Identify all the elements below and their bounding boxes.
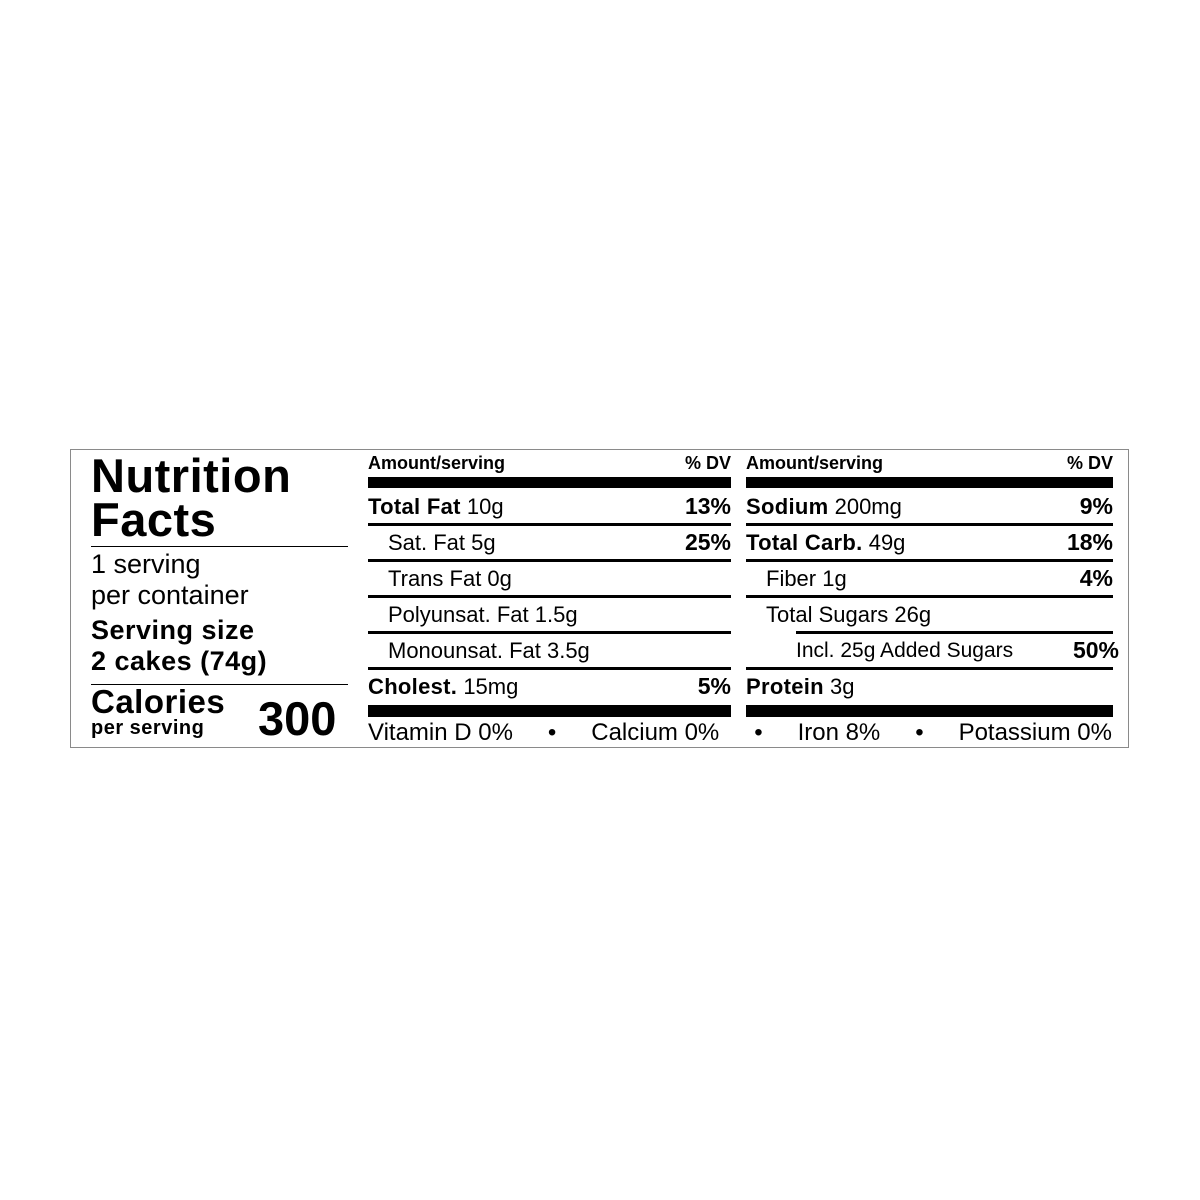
nutrient-row: Polyunsat. Fat 1.5g xyxy=(368,598,731,634)
bullet: • xyxy=(547,719,557,746)
amount-header: Amount/serving xyxy=(368,453,506,473)
calories-value: 300 xyxy=(258,692,337,745)
nutrient-amount: Sat. Fat 5g xyxy=(388,530,496,555)
nutrition-facts-label: Nutrition Facts 1 serving per container … xyxy=(70,449,1129,748)
nutrient-amount: Monounsat. Fat 3.5g xyxy=(388,638,590,663)
nutrient-name: Total Carb. xyxy=(746,530,863,555)
thick-bar xyxy=(746,477,1113,488)
nutrient-row: Trans Fat 0g xyxy=(368,562,731,598)
nutrient-row: Total Fat 10g 13% xyxy=(368,490,731,526)
calories-per-serving: per serving xyxy=(91,717,205,739)
nutrient-amount: Trans Fat 0g xyxy=(388,566,512,591)
column-header: Amount/serving % DV xyxy=(746,452,1113,474)
nutrient-name: Sodium xyxy=(746,494,829,519)
servings-line-1: 1 serving xyxy=(91,549,201,579)
nutrient-dv: 25% xyxy=(684,529,731,555)
thick-bar xyxy=(746,705,1113,717)
bullet: • xyxy=(915,719,924,746)
calories-label: Calories xyxy=(91,683,226,720)
vitamins-minerals-row: Vitamin D 0% • Calcium 0% • Iron 8% • Po… xyxy=(368,718,1112,748)
divider xyxy=(91,546,348,547)
thick-bar xyxy=(368,705,731,717)
nutrient-dv: 13% xyxy=(684,493,731,519)
nutrient-row: Cholest. 15mg 5% xyxy=(368,670,731,706)
nutrient-amount: Polyunsat. Fat 1.5g xyxy=(388,602,578,627)
nutrient-dv: 50% xyxy=(1072,637,1119,663)
nutrient-name: Total Fat xyxy=(368,494,461,519)
nutrient-name: Protein xyxy=(746,674,824,699)
nutrient-amount: 49g xyxy=(868,530,906,555)
potassium: Potassium 0% xyxy=(958,719,1112,746)
calcium: Calcium 0% xyxy=(591,719,720,746)
vitamin-d: Vitamin D 0% xyxy=(368,719,513,746)
nutrient-amount: 200mg xyxy=(834,494,902,519)
nutrient-amount: 10g xyxy=(466,494,504,519)
title-line-1: Nutrition xyxy=(91,449,292,502)
amount-header: Amount/serving xyxy=(746,453,884,473)
nutrient-dv: 5% xyxy=(697,673,731,699)
bullet: • xyxy=(754,719,763,746)
nutrient-amount: Fiber 1g xyxy=(766,566,847,591)
iron: Iron 8% xyxy=(797,719,881,746)
nutrient-row: Total Sugars 26g xyxy=(766,598,1113,634)
servings-line-2: per container xyxy=(91,580,249,610)
nutrient-row: Fiber 1g 4% xyxy=(746,562,1113,598)
dv-header: % DV xyxy=(1066,453,1113,473)
nutrient-amount: Incl. 25g Added Sugars xyxy=(796,639,1014,662)
nutrient-amount: 3g xyxy=(830,674,855,699)
thick-bar xyxy=(368,477,731,488)
nutrient-row: Protein 3g xyxy=(746,670,1113,706)
dv-header: % DV xyxy=(684,453,731,473)
nutrient-row: Sodium 200mg 9% xyxy=(746,490,1113,526)
nutrient-row: Monounsat. Fat 3.5g xyxy=(368,634,731,670)
nutrient-dv: 18% xyxy=(1066,529,1113,555)
nutrient-amount: Total Sugars 26g xyxy=(766,602,932,627)
title-line-2: Facts xyxy=(91,493,217,546)
nutrient-dv: 4% xyxy=(1079,565,1113,591)
nutrient-name: Cholest. xyxy=(368,674,458,699)
nutrient-row: Sat. Fat 5g 25% xyxy=(368,526,731,562)
divider xyxy=(91,684,348,685)
nutrient-amount: 15mg xyxy=(463,674,519,699)
nutrient-dv: 9% xyxy=(1079,493,1113,519)
nutrient-row: Incl. 25g Added Sugars 50% xyxy=(746,634,1119,670)
nutrient-row: Total Carb. 49g 18% xyxy=(746,526,1113,562)
serving-size-value: 2 cakes (74g) xyxy=(91,646,268,676)
column-header: Amount/serving % DV xyxy=(368,452,731,474)
serving-size-label: Serving size xyxy=(91,615,255,645)
